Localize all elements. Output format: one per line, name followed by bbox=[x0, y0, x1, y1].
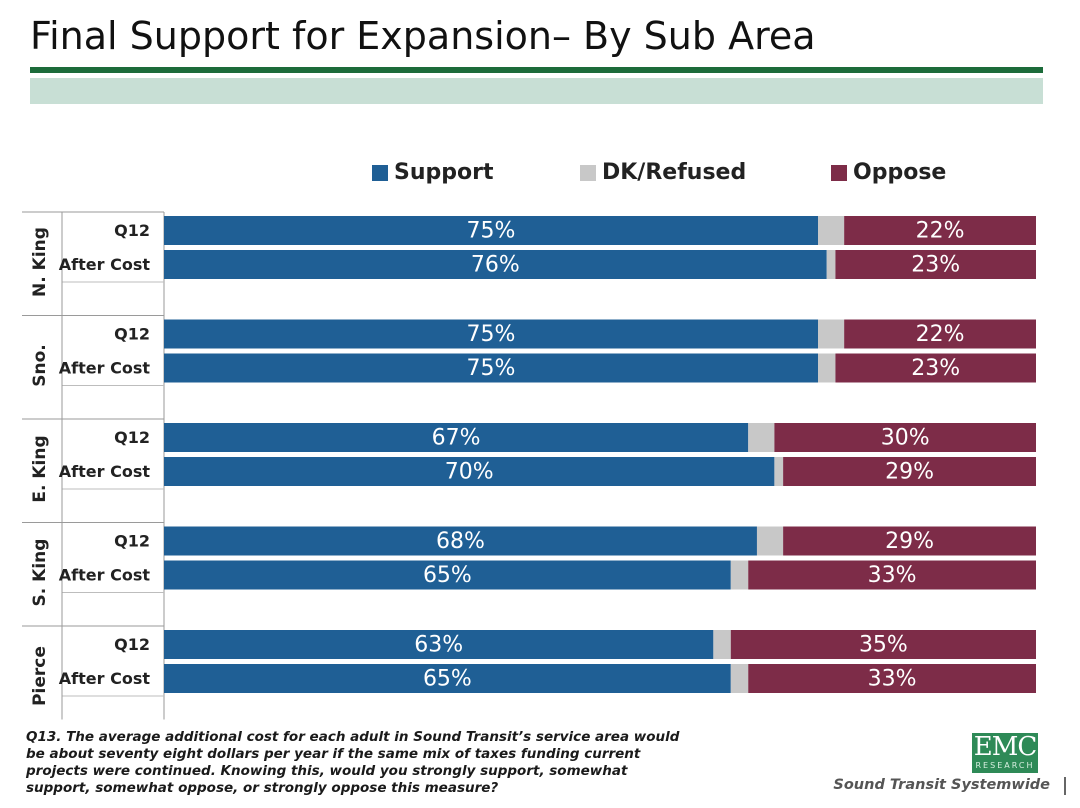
bar-support bbox=[164, 664, 731, 693]
row-label: Q12 bbox=[114, 635, 150, 654]
data-label-oppose: 23% bbox=[911, 253, 960, 278]
bar-dk bbox=[730, 560, 749, 590]
data-label-oppose: 33% bbox=[868, 667, 917, 692]
group-label: S. King bbox=[30, 539, 50, 607]
legend-swatch-oppose bbox=[831, 164, 847, 181]
data-label-oppose: 29% bbox=[885, 529, 934, 554]
bar-oppose bbox=[835, 353, 1036, 383]
data-label-support: 67% bbox=[432, 426, 481, 451]
data-label-oppose: 30% bbox=[881, 426, 930, 451]
legend-item-oppose: Oppose bbox=[831, 160, 946, 185]
bar-support bbox=[164, 216, 818, 245]
data-label-support: 75% bbox=[467, 322, 516, 347]
logo-main-text: EMC bbox=[973, 733, 1038, 762]
legend-label-dk: DK/Refused bbox=[602, 160, 747, 185]
data-label-support: 70% bbox=[445, 460, 494, 485]
bar-dk bbox=[756, 526, 784, 556]
bar-support bbox=[164, 319, 818, 349]
bar-oppose bbox=[844, 319, 1036, 349]
logo-sub-text: RESEARCH bbox=[975, 761, 1035, 770]
data-label-support: 76% bbox=[471, 253, 520, 278]
legend-swatch-dk bbox=[580, 164, 596, 181]
row-label: After Cost bbox=[59, 359, 151, 378]
group-label: N. King bbox=[30, 227, 50, 297]
bar-dk bbox=[730, 664, 749, 693]
bar-oppose bbox=[748, 560, 1036, 590]
data-label-oppose: 22% bbox=[916, 219, 965, 244]
data-label-oppose: 22% bbox=[916, 322, 965, 347]
data-label-oppose: 33% bbox=[868, 563, 917, 588]
row-label: Q12 bbox=[114, 532, 150, 551]
bar-dk bbox=[713, 630, 731, 659]
title-band bbox=[30, 78, 1043, 104]
group-label: Pierce bbox=[30, 646, 50, 706]
row-label: Q12 bbox=[114, 428, 150, 447]
bar-support bbox=[164, 526, 757, 556]
data-label-support: 75% bbox=[467, 356, 516, 381]
bar-oppose bbox=[783, 526, 1036, 556]
bar-oppose bbox=[835, 250, 1036, 279]
emc-research-logo: EMC RESEARCH bbox=[972, 733, 1038, 773]
data-label-support: 63% bbox=[414, 633, 463, 658]
bar-support bbox=[164, 423, 749, 452]
bar-dk bbox=[748, 423, 775, 452]
group-label: Sno. bbox=[30, 344, 50, 386]
legend-label-oppose: Oppose bbox=[853, 160, 947, 185]
legend-swatch-support bbox=[372, 164, 388, 181]
data-label-support: 65% bbox=[423, 667, 472, 692]
chart-legend: Support DK/Refused Oppose bbox=[0, 160, 1080, 190]
legend-item-support: Support bbox=[372, 160, 493, 185]
bar-oppose bbox=[748, 664, 1036, 693]
brand-tagline: Sound Transit Systemwide bbox=[833, 777, 1050, 793]
data-label-oppose: 23% bbox=[911, 356, 960, 381]
bar-support bbox=[164, 560, 731, 590]
bar-support bbox=[164, 353, 818, 383]
data-label-oppose: 29% bbox=[885, 460, 934, 485]
bar-oppose bbox=[844, 216, 1036, 245]
data-label-support: 68% bbox=[436, 529, 485, 554]
bar-oppose bbox=[783, 457, 1036, 486]
row-label: After Cost bbox=[59, 669, 151, 688]
brand-separator bbox=[1064, 777, 1066, 795]
data-label-support: 75% bbox=[467, 219, 516, 244]
bar-oppose bbox=[730, 630, 1036, 659]
data-label-support: 65% bbox=[423, 563, 472, 588]
group-label: E. King bbox=[30, 435, 50, 502]
bar-support bbox=[164, 630, 714, 659]
bar-dk bbox=[774, 457, 784, 486]
bar-dk bbox=[818, 319, 845, 349]
legend-label-support: Support bbox=[394, 160, 494, 185]
row-label: Q12 bbox=[114, 221, 150, 240]
bar-support bbox=[164, 457, 775, 486]
row-label: Q12 bbox=[114, 325, 150, 344]
bar-dk bbox=[818, 353, 836, 383]
title-rule bbox=[30, 67, 1043, 73]
page-title: Final Support for Expansion– By Sub Area bbox=[30, 14, 816, 58]
row-label: After Cost bbox=[59, 462, 151, 481]
data-label-oppose: 35% bbox=[859, 633, 908, 658]
bar-oppose bbox=[774, 423, 1036, 452]
bar-dk bbox=[826, 250, 836, 279]
row-label: After Cost bbox=[59, 566, 151, 585]
bar-dk bbox=[818, 216, 845, 245]
legend-item-dk: DK/Refused bbox=[580, 160, 746, 185]
row-label: After Cost bbox=[59, 255, 151, 274]
question-footnote: Q13. The average additional cost for eac… bbox=[26, 729, 680, 796]
bar-support bbox=[164, 250, 827, 279]
